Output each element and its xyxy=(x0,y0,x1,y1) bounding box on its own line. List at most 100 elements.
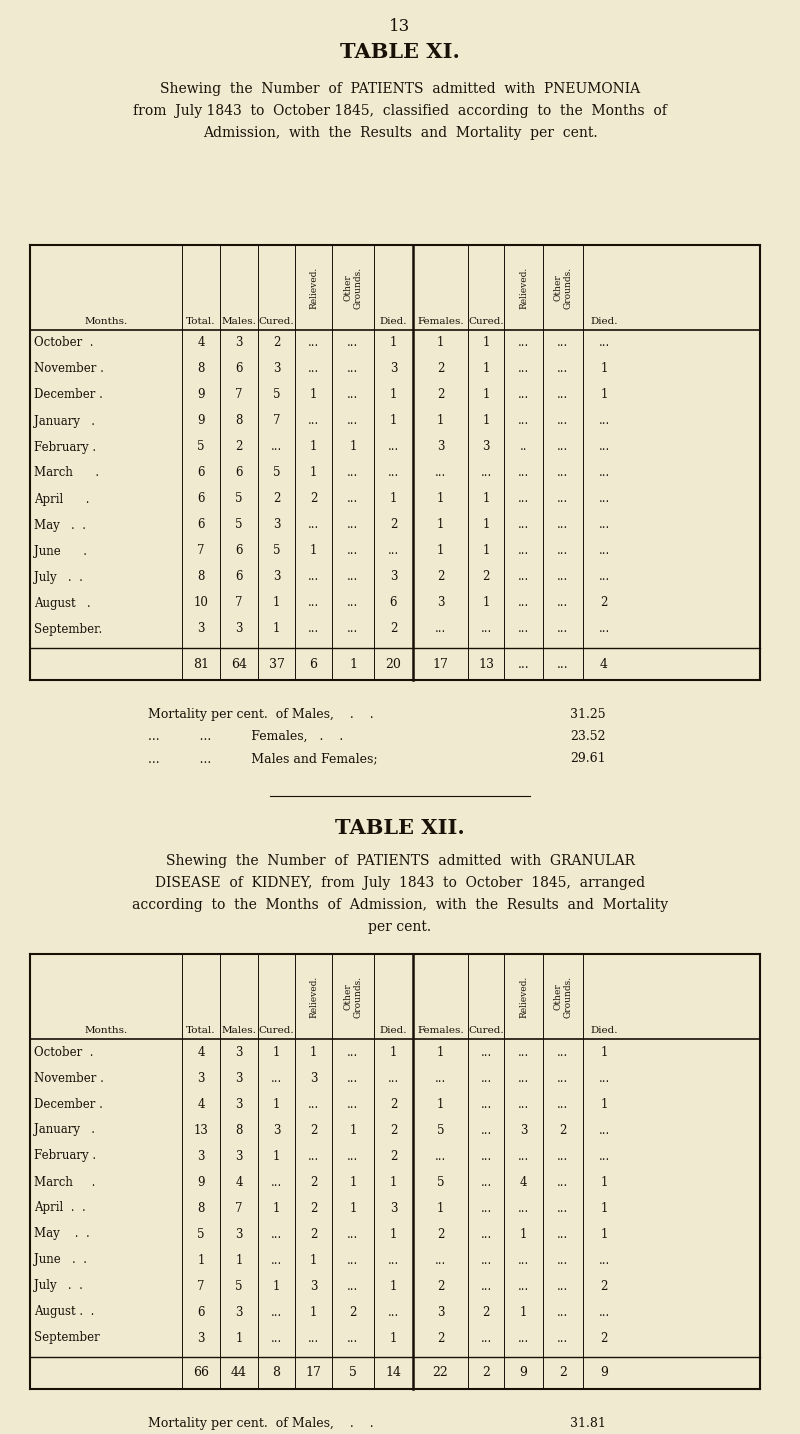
Text: February .: February . xyxy=(34,1150,96,1163)
Text: 6: 6 xyxy=(235,545,242,558)
Text: April      .: April . xyxy=(34,492,90,506)
Text: ...: ... xyxy=(598,1123,610,1137)
Text: ...: ... xyxy=(598,1305,610,1318)
Text: ...: ... xyxy=(558,389,569,402)
Text: ...: ... xyxy=(518,1097,529,1110)
Text: 1: 1 xyxy=(600,389,608,402)
Text: ...: ... xyxy=(347,363,358,376)
Text: ...: ... xyxy=(518,1253,529,1266)
Text: TABLE XII.: TABLE XII. xyxy=(335,817,465,837)
Text: ...: ... xyxy=(558,1332,569,1345)
Text: 3: 3 xyxy=(437,1305,444,1318)
Text: 1: 1 xyxy=(482,363,490,376)
Text: Other
Grounds.: Other Grounds. xyxy=(343,267,362,308)
Text: ...: ... xyxy=(558,1071,569,1084)
Text: August .  .: August . . xyxy=(34,1305,94,1318)
Text: 2: 2 xyxy=(600,1332,608,1345)
Text: 3: 3 xyxy=(235,1045,242,1058)
Text: 44: 44 xyxy=(231,1367,247,1380)
Text: February .: February . xyxy=(34,440,96,453)
Text: 7: 7 xyxy=(273,414,280,427)
Text: 31.25: 31.25 xyxy=(570,708,606,721)
Text: Mortality per cent.  of Males,    .    .: Mortality per cent. of Males, . . xyxy=(148,1417,374,1430)
Text: 6: 6 xyxy=(235,363,242,376)
Text: June   .  .: June . . xyxy=(34,1253,87,1266)
Text: ...: ... xyxy=(598,466,610,479)
Text: ...: ... xyxy=(347,1150,358,1163)
Text: Other
Grounds.: Other Grounds. xyxy=(554,267,573,308)
Text: ...: ... xyxy=(347,466,358,479)
Text: 6: 6 xyxy=(198,466,205,479)
Text: Died.: Died. xyxy=(590,317,618,326)
Text: 22: 22 xyxy=(433,1367,448,1380)
Text: ...: ... xyxy=(271,1253,282,1266)
Text: TABLE XI.: TABLE XI. xyxy=(340,42,460,62)
Text: ...: ... xyxy=(308,597,319,609)
Text: ...: ... xyxy=(518,1150,529,1163)
Text: September.: September. xyxy=(34,622,102,635)
Text: Months.: Months. xyxy=(84,317,128,326)
Text: 5: 5 xyxy=(349,1367,357,1380)
Text: ...: ... xyxy=(271,1228,282,1240)
Text: 2: 2 xyxy=(437,1228,444,1240)
Text: ...: ... xyxy=(598,414,610,427)
Text: 9: 9 xyxy=(198,1176,205,1189)
Text: 1: 1 xyxy=(520,1228,527,1240)
Text: ...: ... xyxy=(308,1097,319,1110)
Text: 2: 2 xyxy=(390,519,397,532)
Text: 2: 2 xyxy=(482,1305,490,1318)
Text: ...: ... xyxy=(347,622,358,635)
Text: 3: 3 xyxy=(198,1332,205,1345)
Text: ...: ... xyxy=(518,466,529,479)
Text: April  .  .: April . . xyxy=(34,1202,86,1215)
Text: May   .  .: May . . xyxy=(34,519,86,532)
Text: 2: 2 xyxy=(437,1279,444,1292)
Text: 7: 7 xyxy=(235,1202,242,1215)
Text: ...: ... xyxy=(518,545,529,558)
Text: ...: ... xyxy=(435,466,446,479)
Text: Females.: Females. xyxy=(417,1025,464,1035)
Text: ...: ... xyxy=(598,571,610,584)
Text: 3: 3 xyxy=(520,1123,527,1137)
Text: ...: ... xyxy=(598,492,610,506)
Text: 1: 1 xyxy=(273,1045,280,1058)
Text: 1: 1 xyxy=(600,363,608,376)
Text: 17: 17 xyxy=(306,1367,322,1380)
Text: 1: 1 xyxy=(437,1097,444,1110)
Text: 1: 1 xyxy=(437,337,444,350)
Text: ...: ... xyxy=(518,1202,529,1215)
Text: ...          ...          Females,   .    .: ... ... Females, . . xyxy=(148,730,343,743)
Text: November .: November . xyxy=(34,1071,104,1084)
Text: ...: ... xyxy=(558,1150,569,1163)
Text: 1: 1 xyxy=(482,337,490,350)
Text: Relieved.: Relieved. xyxy=(519,975,528,1018)
Text: ...: ... xyxy=(388,440,399,453)
Text: ...: ... xyxy=(558,337,569,350)
Text: ...: ... xyxy=(308,363,319,376)
Text: ...: ... xyxy=(308,414,319,427)
Text: ...: ... xyxy=(347,597,358,609)
Text: 3: 3 xyxy=(273,571,280,584)
Text: 13: 13 xyxy=(478,658,494,671)
Text: Mortality per cent.  of Males,    .    .: Mortality per cent. of Males, . . xyxy=(148,708,374,721)
Text: 3: 3 xyxy=(390,571,398,584)
Text: ...: ... xyxy=(388,466,399,479)
Text: ..: .. xyxy=(520,440,527,453)
Text: 4: 4 xyxy=(198,1097,205,1110)
Text: ...: ... xyxy=(480,1228,492,1240)
Text: 8: 8 xyxy=(198,363,205,376)
Text: 1: 1 xyxy=(482,519,490,532)
Text: 2: 2 xyxy=(390,622,397,635)
Text: ...: ... xyxy=(518,337,529,350)
Text: ...: ... xyxy=(558,1253,569,1266)
Text: August   .: August . xyxy=(34,597,90,609)
Text: ...: ... xyxy=(308,519,319,532)
Text: 64: 64 xyxy=(231,658,247,671)
Text: Cured.: Cured. xyxy=(468,317,504,326)
Text: ...: ... xyxy=(347,414,358,427)
Text: 1: 1 xyxy=(310,1045,317,1058)
Text: 1: 1 xyxy=(437,492,444,506)
Text: ...: ... xyxy=(518,389,529,402)
Text: ...: ... xyxy=(480,1071,492,1084)
Text: 5: 5 xyxy=(198,440,205,453)
